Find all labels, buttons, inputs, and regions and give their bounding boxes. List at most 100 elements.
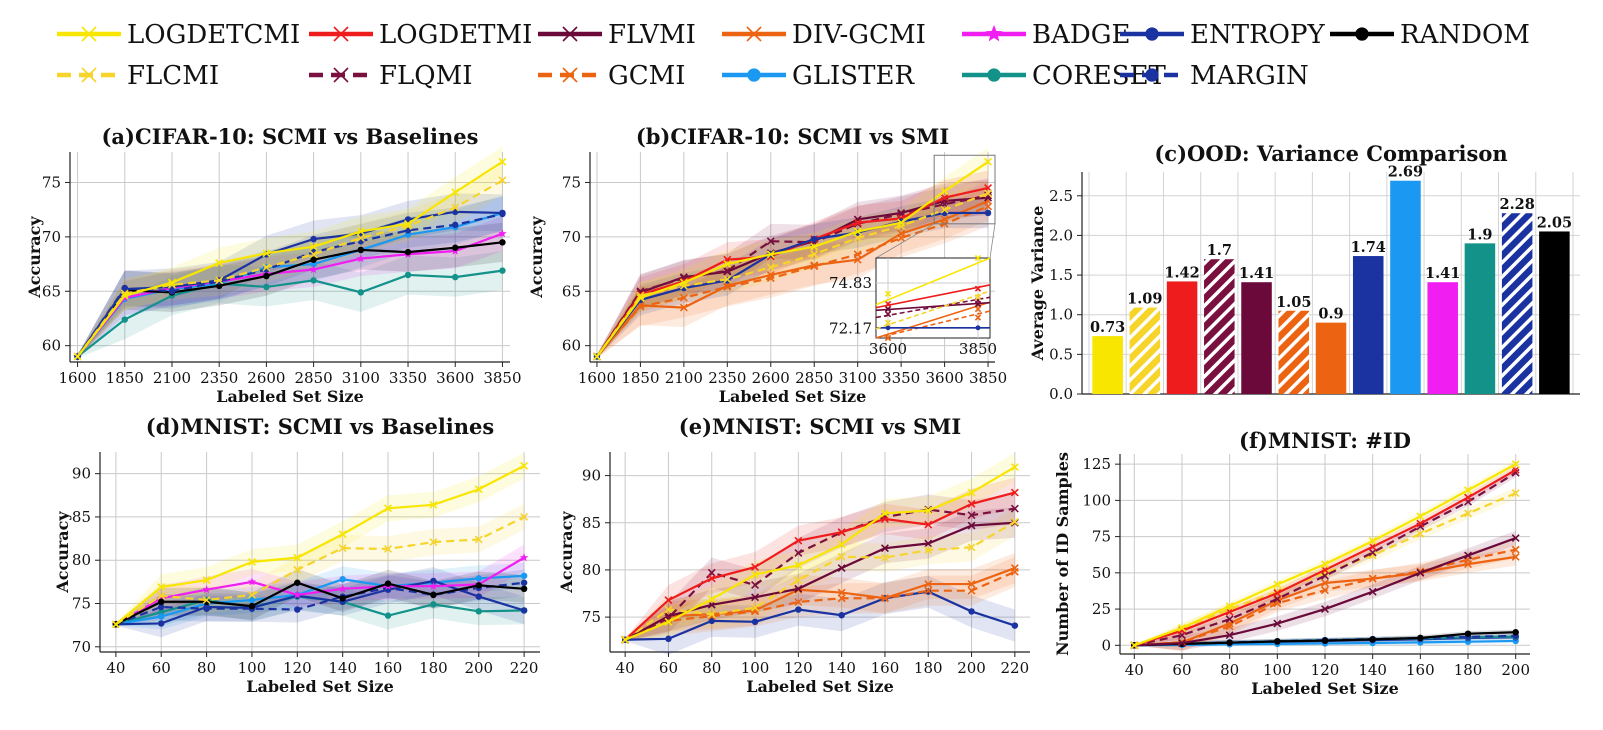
panel-d-mnist-scmi-vs-baselines: 40 60 80 100 120 140 160 180 200 220 70 75 80 85 90 (d)…: [0, 410, 560, 730]
point-flqmi: [723, 266, 732, 275]
point-logdetmi: [853, 218, 862, 227]
x-tick-label: 120: [283, 659, 312, 677]
point-logdetcmi: [384, 504, 393, 513]
line-div-gcmi: [624, 567, 1016, 641]
band-flcmi: [625, 507, 1015, 642]
y-tick-label: 2.5: [1049, 187, 1073, 205]
legend-entry-flvmi: FLVMI: [538, 20, 696, 50]
point-badge: [498, 229, 507, 238]
x-tick-label: 140: [827, 659, 856, 677]
point-margin: [158, 603, 165, 611]
point-coreset: [430, 601, 437, 608]
point-flqmi: [1273, 594, 1282, 603]
series-logdetcmi: [73, 157, 507, 361]
point-div-gcmi: [837, 588, 846, 597]
point-flqmi: [1010, 504, 1019, 513]
x-tick-label: 1850: [106, 369, 144, 387]
x-tick-label: 3850: [483, 369, 521, 387]
band-flcmi: [115, 503, 525, 626]
point-flcmi: [309, 250, 318, 259]
point-random: [263, 272, 270, 280]
point-coreset: [357, 289, 365, 296]
point-entropy: [499, 209, 506, 217]
x-tick-label: 100: [238, 659, 267, 677]
point-flvmi: [1225, 631, 1234, 640]
y-tick-label: 1.0: [1049, 306, 1073, 324]
y-axis-label: Accuracy: [25, 216, 44, 299]
point-flcmi: [1416, 529, 1425, 538]
series-logdetmi: [621, 488, 1019, 644]
inset-line-div-gcmi: [875, 301, 991, 339]
y-tick-label: 65: [42, 282, 61, 300]
point-div-gcmi: [880, 594, 889, 603]
line-logdetcmi: [624, 466, 1016, 641]
bar-badge: [1427, 282, 1458, 394]
point-flvmi: [1321, 605, 1329, 614]
point-div-gcmi: [1511, 552, 1520, 561]
point-logdetcmi: [262, 249, 271, 258]
point-random: [1464, 630, 1472, 637]
panel-e-mnist-scmi-vs-smi: 40 60 80 100 120 140 160 180 200 220 75 80 85 90 (e)MN…: [557, 410, 1060, 730]
x-tick-label: 1600: [578, 369, 616, 387]
legend-label-margin: MARGIN: [1190, 61, 1309, 91]
chart-title: (e)MNIST: SCMI vs SMI: [679, 414, 961, 439]
legend-label-flqmi: FLQMI: [379, 61, 473, 91]
y-tick-label: 80: [582, 561, 601, 579]
point-flcmi: [157, 591, 166, 600]
y-axis-label: Accuracy: [557, 511, 576, 594]
point-coreset: [121, 316, 128, 323]
point-logdetcmi: [157, 583, 166, 592]
point-flvmi: [1273, 619, 1282, 628]
band-flqmi: [625, 493, 1015, 642]
point-flvmi: [1178, 639, 1186, 648]
point-random: [357, 246, 365, 254]
point-flcmi: [1511, 489, 1520, 498]
y-tick-label: 25: [1092, 600, 1111, 618]
point-badge: [120, 293, 129, 302]
legend-marker-div-gcmi: [746, 26, 762, 42]
point-flcmi: [967, 543, 976, 552]
legend-marker-flqmi: [333, 67, 349, 83]
point-logdetcmi: [1511, 460, 1520, 469]
legend-label-badge: BADGE: [1032, 20, 1130, 50]
legend-svg: LOGDETCMI LOGDETMI FLVMI DIV-GCMI BADGE ENTRO…: [57, 20, 1530, 91]
point-logdetmi: [794, 536, 803, 545]
legend-label-div-gcmi: DIV-GCMI: [792, 20, 926, 50]
point-logdetmi: [924, 520, 933, 529]
point-logdetcmi: [429, 500, 438, 509]
y-tick-label: 75: [582, 608, 601, 626]
x-tick-label: 180: [914, 659, 943, 677]
bar-value-label: 1.9: [1467, 226, 1492, 243]
point-div-gcmi: [924, 580, 933, 589]
x-tick-label: 180: [419, 659, 448, 677]
point-flcmi: [707, 610, 716, 619]
point-glister: [339, 576, 346, 583]
point-gcmi: [1511, 545, 1520, 554]
y-tick-label: 75: [562, 173, 581, 191]
inset-point-gcmi: [974, 314, 982, 321]
y-tick-label: 80: [72, 551, 91, 569]
legend-label-glister: GLISTER: [792, 61, 915, 91]
point-entropy: [430, 577, 437, 585]
point-random: [1274, 638, 1281, 645]
point-flvmi: [1464, 551, 1472, 560]
x-tick-label: 2350: [708, 369, 746, 387]
point-logdetcmi: [338, 530, 347, 539]
point-flcmi: [853, 233, 862, 242]
point-entropy: [968, 608, 975, 615]
point-logdetmi: [837, 528, 846, 537]
x-tick-label: 2600: [752, 369, 790, 387]
bar-gcmi: [1278, 310, 1310, 394]
point-div-gcmi: [1010, 564, 1019, 573]
inset-line-logdetmi: [875, 284, 991, 309]
y-tick-label: 70: [42, 228, 61, 246]
inset-y-label: 72.17: [829, 319, 872, 337]
band-entropy: [77, 193, 503, 359]
bar-value-label: 0.73: [1090, 319, 1125, 336]
point-entropy: [310, 235, 317, 243]
x-tick-label: 200: [957, 659, 986, 677]
point-random: [404, 248, 412, 256]
y-tick-label: 2.0: [1049, 226, 1073, 244]
y-tick-label: 60: [42, 337, 61, 355]
x-tick-label: 2350: [200, 369, 238, 387]
